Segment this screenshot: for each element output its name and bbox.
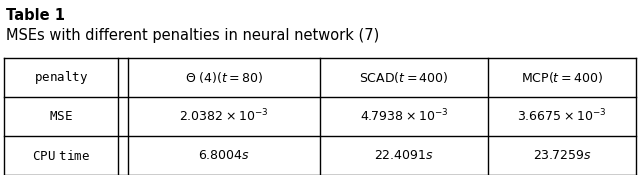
Text: Table 1: Table 1: [6, 8, 65, 23]
Text: $22.4091s$: $22.4091s$: [374, 149, 434, 162]
Text: $3.6675 \times 10^{-3}$: $3.6675 \times 10^{-3}$: [517, 108, 607, 125]
Text: $4.7938 \times 10^{-3}$: $4.7938 \times 10^{-3}$: [360, 108, 448, 125]
Text: $\Theta\ (4)(t = 80)$: $\Theta\ (4)(t = 80)$: [185, 70, 263, 85]
Text: $23.7259s$: $23.7259s$: [533, 149, 591, 162]
Text: $\mathtt{penalty}$: $\mathtt{penalty}$: [34, 69, 88, 86]
Text: $\mathrm{SCAD}(t = 400)$: $\mathrm{SCAD}(t = 400)$: [359, 70, 449, 85]
Text: $\mathtt{CPU\ time}$: $\mathtt{CPU\ time}$: [32, 149, 90, 163]
Text: $6.8004s$: $6.8004s$: [198, 149, 250, 162]
Text: $\mathtt{MSE}$: $\mathtt{MSE}$: [49, 110, 73, 123]
Text: MSEs with different penalties in neural network (7): MSEs with different penalties in neural …: [6, 28, 380, 43]
Text: $\mathrm{MCP}(t = 400)$: $\mathrm{MCP}(t = 400)$: [521, 70, 603, 85]
Text: $2.0382 \times 10^{-3}$: $2.0382 \times 10^{-3}$: [179, 108, 269, 125]
